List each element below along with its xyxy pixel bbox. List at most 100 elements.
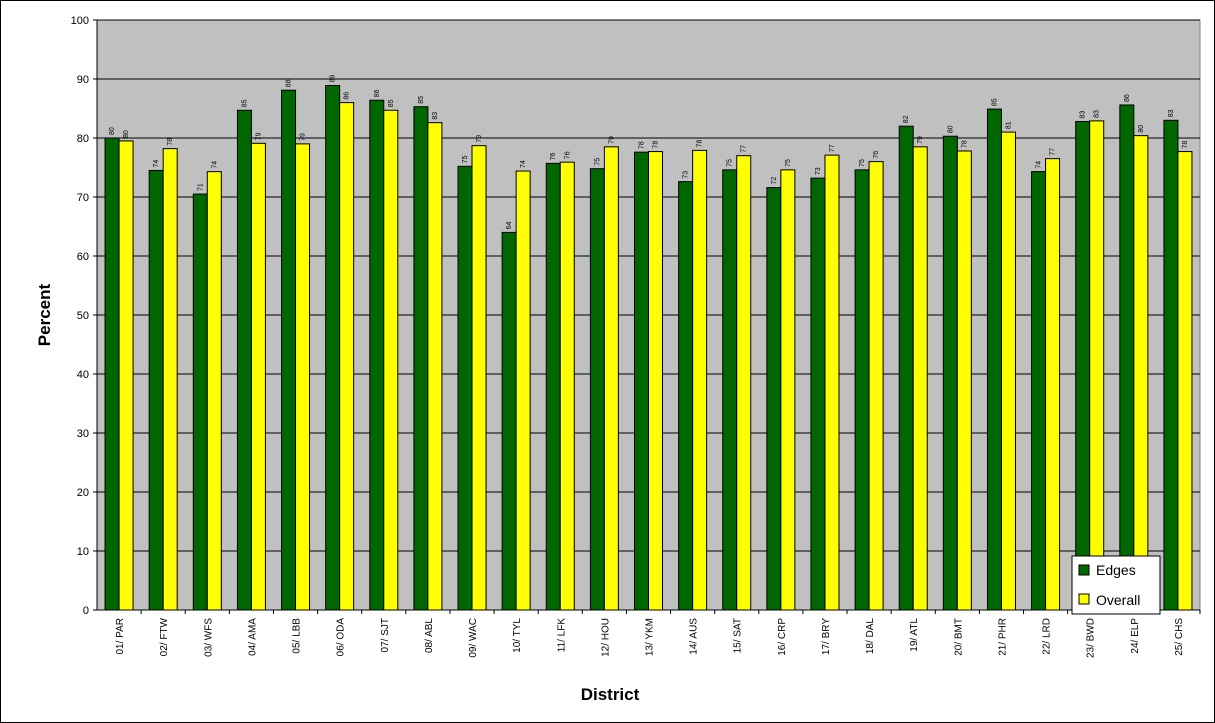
data-label: 76 bbox=[873, 151, 880, 159]
x-tick-label: 06/ ODA bbox=[336, 618, 347, 657]
bar-edges bbox=[236, 109, 252, 611]
data-label: 83 bbox=[1080, 111, 1087, 119]
data-label: 77 bbox=[1050, 148, 1057, 156]
bar-overall bbox=[1000, 131, 1016, 611]
bar-overall bbox=[780, 169, 796, 611]
legend: Edges Overall bbox=[1071, 555, 1161, 615]
data-label: 83 bbox=[1094, 110, 1101, 118]
data-label: 79 bbox=[917, 136, 924, 144]
y-tick-label: 0 bbox=[83, 605, 89, 617]
bar-overall bbox=[295, 143, 311, 611]
data-label: 83 bbox=[432, 112, 439, 120]
data-label: 81 bbox=[1005, 121, 1012, 129]
bar-edges bbox=[545, 162, 561, 611]
data-label: 74 bbox=[211, 161, 218, 169]
data-label: 83 bbox=[1168, 109, 1175, 117]
bar-overall bbox=[912, 146, 928, 611]
bar-overall bbox=[339, 102, 355, 611]
data-label: 78 bbox=[167, 138, 174, 146]
data-label: 79 bbox=[255, 132, 262, 140]
data-label: 75 bbox=[594, 158, 601, 166]
data-label: 80 bbox=[109, 127, 116, 135]
data-label: 79 bbox=[300, 133, 307, 141]
bar-overall bbox=[515, 170, 531, 611]
legend-swatch-overall bbox=[1078, 593, 1090, 605]
bar-overall bbox=[206, 171, 222, 611]
bar-overall bbox=[692, 149, 708, 611]
data-label: 75 bbox=[727, 159, 734, 167]
data-label: 72 bbox=[771, 177, 778, 185]
data-label: 74 bbox=[153, 160, 160, 168]
x-axis-title: District bbox=[581, 685, 640, 704]
data-label: 85 bbox=[241, 99, 248, 107]
y-tick-label: 10 bbox=[77, 546, 89, 558]
x-tick-label: 20/ BMT bbox=[953, 618, 964, 656]
data-label: 79 bbox=[608, 136, 615, 144]
y-tick-label: 50 bbox=[77, 310, 89, 322]
x-tick-label: 17/ BRY bbox=[821, 618, 832, 655]
legend-swatch-edges bbox=[1078, 564, 1090, 576]
x-tick-label: 18/ DAL bbox=[865, 618, 876, 655]
x-tick-label: 15/ SAT bbox=[733, 618, 744, 653]
data-label: 88 bbox=[286, 79, 293, 87]
x-tick-label: 16/ CRP bbox=[777, 618, 788, 656]
bar-overall bbox=[383, 109, 399, 611]
data-label: 73 bbox=[683, 171, 690, 179]
legend-label-overall: Overall bbox=[1096, 592, 1140, 608]
bar-overall bbox=[603, 146, 619, 611]
x-tick-label: 04/ AMA bbox=[247, 618, 258, 656]
data-label: 80 bbox=[947, 125, 954, 133]
data-label: 85 bbox=[418, 96, 425, 104]
bar-overall bbox=[648, 151, 663, 611]
bar-edges bbox=[192, 193, 208, 611]
y-tick-label: 100 bbox=[71, 15, 89, 27]
data-label: 78 bbox=[653, 141, 660, 149]
bar-edges bbox=[369, 99, 385, 611]
bar-edges bbox=[457, 165, 473, 611]
data-label: 78 bbox=[1182, 141, 1189, 149]
bar-edges bbox=[1075, 120, 1091, 611]
data-label: 71 bbox=[197, 183, 204, 191]
x-tick-label: 09/ WAC bbox=[468, 618, 479, 658]
bar-edges bbox=[589, 168, 605, 611]
bar-edges bbox=[148, 169, 164, 611]
data-label: 74 bbox=[1036, 161, 1043, 169]
data-label: 85 bbox=[388, 99, 395, 107]
x-tick-label: 22/ LRD bbox=[1042, 618, 1053, 655]
bar-overall bbox=[1045, 158, 1061, 611]
x-tick-label: 07/ SJT bbox=[380, 618, 391, 652]
bar-overall bbox=[250, 142, 266, 611]
data-label: 78 bbox=[961, 140, 968, 148]
data-label: 86 bbox=[344, 92, 351, 100]
bar-edges bbox=[722, 169, 738, 611]
y-tick-label: 70 bbox=[77, 192, 89, 204]
bar-edges bbox=[1163, 119, 1179, 611]
x-tick-label: 23/ BWD bbox=[1086, 618, 1097, 658]
data-label: 75 bbox=[859, 159, 866, 167]
data-label: 86 bbox=[374, 89, 381, 97]
y-tick-label: 30 bbox=[77, 428, 89, 440]
bar-edges bbox=[854, 169, 870, 611]
bar-overall bbox=[1177, 151, 1193, 611]
bar-edges bbox=[413, 106, 429, 611]
data-label: 74 bbox=[520, 160, 527, 168]
x-tick-label: 01/ PAR bbox=[115, 618, 126, 655]
bar-overall bbox=[956, 150, 972, 611]
data-label: 75 bbox=[462, 155, 469, 163]
x-tick-label: 19/ ATL bbox=[909, 618, 920, 652]
bar-edges bbox=[898, 125, 914, 611]
y-axis-ticks: 0 10 20 30 40 50 60 70 80 90 100 bbox=[71, 15, 97, 617]
bar-edges bbox=[678, 181, 694, 611]
y-axis-title: Percent bbox=[35, 283, 54, 346]
data-label: 75 bbox=[785, 159, 792, 167]
bar-overall bbox=[471, 145, 487, 611]
x-tick-label: 08/ ABL bbox=[424, 618, 435, 653]
data-label: 64 bbox=[506, 222, 513, 230]
data-label: 77 bbox=[829, 144, 836, 152]
bar-edges bbox=[942, 135, 958, 611]
bar-edges bbox=[281, 89, 297, 611]
bar-overall bbox=[824, 154, 840, 611]
bar-overall bbox=[427, 122, 443, 611]
legend-label-edges: Edges bbox=[1096, 562, 1136, 578]
